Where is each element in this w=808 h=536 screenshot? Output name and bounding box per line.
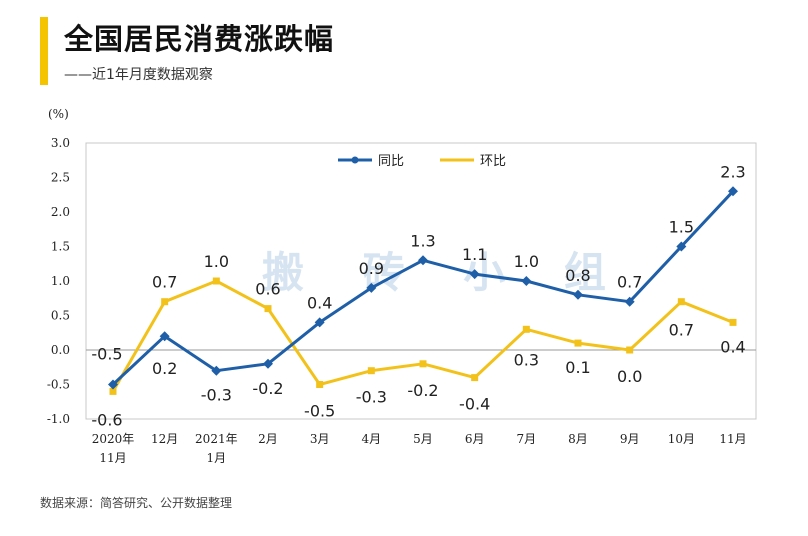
yoy-data-point — [159, 331, 170, 342]
y-tick-label: 0.5 — [51, 309, 70, 323]
mom-data-point — [109, 387, 117, 395]
series-lines — [108, 186, 738, 395]
page-subtitle: ——近1年月度数据观察 — [64, 67, 213, 83]
watermark-text: 搬 砖 小 组 — [262, 248, 628, 297]
yoy-data-label: 1.1 — [462, 245, 487, 264]
page-title: 全国居民消费涨跌幅 — [64, 22, 335, 56]
y-tick-label: 0.0 — [51, 343, 70, 357]
mom-data-label: 0.4 — [720, 337, 745, 356]
mom-data-point — [626, 346, 634, 354]
yoy-data-point — [263, 358, 273, 369]
yoy-data-label: 0.7 — [617, 273, 642, 292]
mom-data-label: -0.6 — [91, 410, 122, 429]
yoy-data-label: 1.0 — [514, 252, 539, 271]
mom-data-point — [522, 325, 530, 333]
mom-data-point — [367, 367, 375, 375]
y-tick-label: -0.5 — [47, 378, 70, 392]
yoy-data-point — [624, 296, 635, 307]
mom-data-point — [677, 298, 685, 306]
mom-data-label: -0.4 — [459, 395, 490, 414]
mom-data-label: -0.3 — [356, 388, 387, 407]
yoy-data-label: -0.5 — [91, 345, 122, 364]
x-tick-label: 6月 — [465, 432, 485, 446]
yoy-data-label: 0.2 — [152, 359, 177, 378]
mom-data-label: 0.6 — [255, 280, 280, 299]
y-axis-label: (%) — [48, 107, 69, 121]
x-tick-label: 2021年 1月 — [195, 432, 238, 465]
y-axis-ticks: 3.0 2.5 2.0 1.5 1.0 0.5 0.0 -0.5 -1.0 — [47, 136, 70, 426]
x-tick-label: 2020年 11月 — [92, 432, 135, 465]
mom-data-point — [161, 298, 169, 306]
chart-legend: 同比 环比 — [338, 154, 506, 169]
yoy-data-point — [676, 241, 687, 252]
x-tick-label: 10月 — [668, 432, 695, 446]
mom-data-label: 0.7 — [669, 321, 694, 340]
yoy-data-point — [573, 289, 583, 300]
y-tick-label: 2.5 — [51, 171, 70, 185]
yoy-data-point — [469, 269, 480, 280]
yoy-data-label: 0.9 — [359, 259, 384, 278]
legend-yoy-marker — [351, 156, 359, 164]
mom-data-point — [729, 318, 737, 326]
yoy-data-label: 1.3 — [410, 231, 435, 250]
x-tick-label: 5月 — [413, 432, 433, 446]
legend-yoy-label: 同比 — [378, 154, 404, 169]
mom-data-label: 0.7 — [152, 273, 177, 292]
yoy-data-point — [728, 186, 738, 197]
x-tick-label: 12月 — [151, 432, 178, 446]
x-axis-ticks: 2020年 11月 12月 2021年 1月 2月 3月 4月 5月 6月 7月 8月 9月 10月 11月 — [92, 432, 747, 465]
mom-data-label: 0.3 — [514, 350, 539, 369]
yoy-data-point — [314, 317, 325, 328]
plot-area — [85, 142, 757, 420]
yoy-data-point — [521, 276, 532, 286]
x-tick-label: 9月 — [620, 432, 640, 446]
x-tick-label: 8月 — [568, 432, 588, 446]
x-tick-label: 2月 — [258, 432, 278, 446]
mom-data-point — [212, 277, 220, 285]
x-tick-label: 4月 — [362, 432, 382, 446]
mom-data-point — [574, 339, 582, 347]
data-source-note: 数据来源：简答研究、公开数据整理 — [40, 496, 233, 510]
mom-data-label: 0.0 — [617, 367, 642, 386]
yoy-data-point — [418, 255, 428, 266]
mom-data-label: 1.0 — [204, 252, 229, 271]
yoy-data-label: 0.4 — [307, 293, 332, 312]
mom-data-point — [419, 360, 427, 368]
x-tick-label: 11月 — [719, 432, 746, 446]
mom-data-point — [264, 305, 272, 313]
yoy-data-label: 2.3 — [720, 162, 745, 181]
y-tick-label: 2.0 — [51, 205, 70, 219]
yoy-data-point — [211, 365, 222, 376]
x-tick-label: 3月 — [310, 432, 330, 446]
yoy-data-label: -0.2 — [252, 379, 283, 398]
yoy-data-label: 1.5 — [669, 218, 694, 237]
mom-data-label: -0.5 — [304, 402, 335, 421]
yoy-data-label: -0.3 — [201, 386, 232, 405]
yoy-data-point — [108, 379, 118, 390]
mom-data-label: -0.2 — [407, 381, 438, 400]
y-tick-label: 1.5 — [51, 240, 70, 254]
mom-data-point — [471, 374, 479, 382]
line-chart: (%) 3.0 2.5 2.0 1.5 1.0 0.5 0.0 -0.5 -1.0 2020年 1… — [47, 107, 757, 465]
y-tick-label: -1.0 — [47, 412, 70, 426]
yoy-data-point — [366, 282, 377, 293]
legend-mom-label: 环比 — [480, 154, 506, 169]
mom-data-label: 0.1 — [565, 358, 590, 377]
y-tick-label: 1.0 — [51, 274, 70, 288]
y-tick-label: 3.0 — [51, 136, 70, 150]
x-tick-label: 7月 — [517, 432, 537, 446]
yoy-data-label: 0.8 — [565, 266, 590, 285]
mom-data-point — [316, 381, 324, 388]
data-labels: -0.5 0.2 -0.3 -0.2 0.4 0.9 1.3 1.1 1.0 0.8 0.7 1.5 2… — [91, 162, 745, 429]
title-accent-bar — [40, 17, 48, 85]
